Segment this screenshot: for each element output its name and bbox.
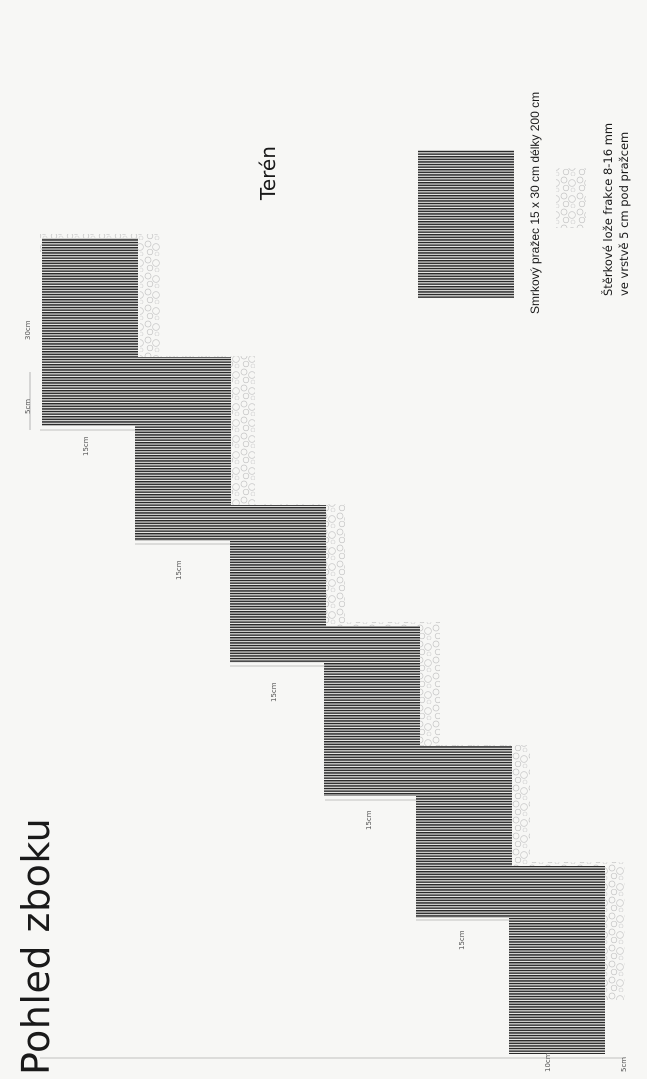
dim-bottom-right: 5cm [620,1056,628,1072]
legend-gravel-line2: ve vrstvě 5 cm pod pražcem [617,131,631,296]
dim-top-right: 30cm [24,320,32,340]
legend-gravel-line1: Štěrkové lože frakce 8-16 mm [601,122,615,296]
dim-riser-2: 15cm [175,560,183,580]
sleeper-3 [230,505,326,663]
sleeper-2 [135,357,231,541]
sleepers [42,238,605,1054]
legend-gravel-swatch [556,168,586,228]
sleeper-5 [416,746,512,918]
dim-top-left: 5cm [24,398,32,414]
sleeper-6 [509,866,605,1054]
legend-sleeper-label: Smrkový pražec 15 x 30 cm délky 200 cm [528,91,542,314]
dim-riser-3: 15cm [270,682,278,702]
dim-riser-5: 15cm [458,930,466,950]
legend-gravel-label: Štěrkové lože frakce 8-16 mm ve vrstvě 5… [600,123,632,296]
dim-riser-1: 15cm [82,436,90,456]
gravel-bed [40,234,625,1000]
dimension-lines [29,372,625,1059]
legend-sleeper-swatch [418,150,514,298]
dim-bottom-left: 10cm [544,1052,552,1072]
page-title: Pohled zboku [14,817,58,1075]
dim-riser-4: 15cm [365,810,373,830]
terrain-label: Terén [256,146,280,200]
sleeper-4 [324,626,420,796]
sleeper-1 [42,238,138,426]
